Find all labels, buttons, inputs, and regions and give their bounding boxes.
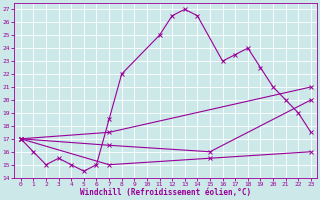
X-axis label: Windchill (Refroidissement éolien,°C): Windchill (Refroidissement éolien,°C) (80, 188, 252, 197)
